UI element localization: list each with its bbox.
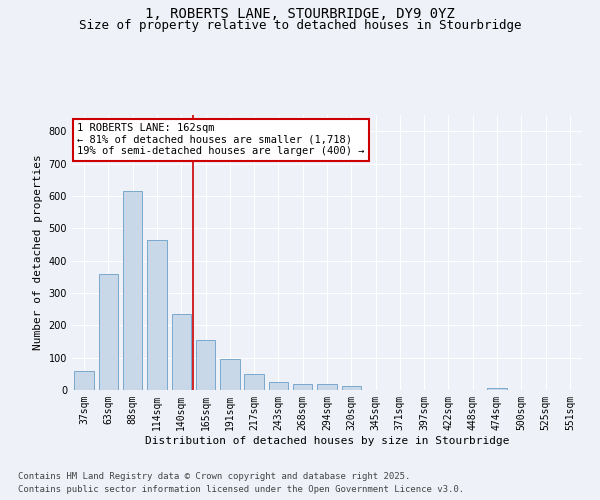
Bar: [147, 240, 167, 390]
Bar: [196, 340, 215, 390]
Bar: [341, 386, 361, 390]
Bar: [123, 191, 142, 390]
Bar: [293, 384, 313, 390]
Bar: [99, 274, 118, 390]
Bar: [317, 384, 337, 390]
Y-axis label: Number of detached properties: Number of detached properties: [33, 154, 43, 350]
X-axis label: Distribution of detached houses by size in Stourbridge: Distribution of detached houses by size …: [145, 436, 509, 446]
Bar: [487, 388, 507, 390]
Text: 1 ROBERTS LANE: 162sqm
← 81% of detached houses are smaller (1,718)
19% of semi-: 1 ROBERTS LANE: 162sqm ← 81% of detached…: [77, 123, 365, 156]
Bar: [74, 371, 94, 390]
Text: Contains HM Land Registry data © Crown copyright and database right 2025.: Contains HM Land Registry data © Crown c…: [18, 472, 410, 481]
Bar: [172, 314, 191, 390]
Text: Size of property relative to detached houses in Stourbridge: Size of property relative to detached ho…: [79, 19, 521, 32]
Bar: [220, 360, 239, 390]
Text: Contains public sector information licensed under the Open Government Licence v3: Contains public sector information licen…: [18, 485, 464, 494]
Bar: [244, 374, 264, 390]
Text: 1, ROBERTS LANE, STOURBRIDGE, DY9 0YZ: 1, ROBERTS LANE, STOURBRIDGE, DY9 0YZ: [145, 8, 455, 22]
Bar: [269, 382, 288, 390]
